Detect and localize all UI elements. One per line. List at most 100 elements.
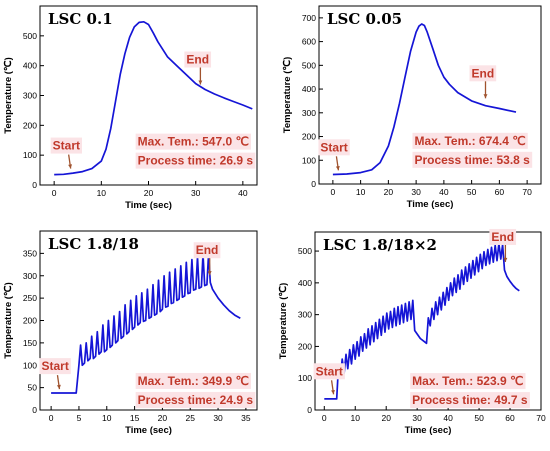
chart-panel-4: 0 10 20 30 40 50 60 70 0 100 200 300 400 500 Time (sec… [278, 228, 546, 436]
y-tick-label: 500 [298, 246, 312, 256]
y-axis-label: Temperature (℃) [3, 282, 14, 358]
end-annotation: End [184, 51, 212, 68]
x-tick-label: 50 [467, 187, 477, 197]
series-line [324, 242, 520, 400]
x-axis-label: Time (sec) [405, 425, 452, 436]
start-annotation-highlight [313, 363, 345, 380]
max-temperature-label-text: Max. Tem.: 349.9 ℃ [138, 374, 249, 388]
arrow-head [207, 271, 212, 276]
y-tick-label: 700 [302, 13, 316, 23]
arrow-head [483, 94, 488, 99]
start-annotation-text: Start [41, 359, 68, 373]
arrow-head [198, 80, 203, 85]
x-tick-label: 10 [351, 413, 361, 423]
x-axis-label: Time (sec) [407, 199, 454, 210]
start-annotation-text: Start [320, 140, 347, 154]
max-temperature-label: Max. Tem.: 349.9 ℃ [135, 372, 251, 389]
process-time-label-highlight [410, 392, 530, 409]
y-tick-label: 0 [307, 405, 312, 415]
x-tick-label: 0 [331, 187, 336, 197]
process-time-label-highlight [135, 152, 256, 169]
y-tick-label: 0 [311, 179, 316, 189]
end-annotation-text: End [186, 53, 209, 67]
x-tick-label: 15 [130, 413, 140, 423]
y-tick-label: 100 [302, 155, 316, 165]
end-annotation-highlight [469, 65, 497, 82]
process-time-label: Process time: 49.7 s [410, 392, 530, 409]
x-tick-label: 30 [191, 188, 201, 198]
x-axis-label: Time (sec) [125, 425, 172, 436]
x-tick-label: 20 [158, 413, 168, 423]
process-time-label: Process time: 53.8 s [412, 151, 533, 168]
x-tick-label: 35 [241, 413, 251, 423]
max-temperature-label: Max. Tem.: 547.0 ℃ [135, 133, 251, 150]
x-tick-label: 5 [77, 413, 82, 423]
x-tick-label: 20 [384, 187, 394, 197]
start-annotation-highlight [39, 358, 71, 375]
x-tick-label: 10 [97, 188, 107, 198]
arrow-head [331, 389, 335, 395]
y-tick-label: 50 [28, 383, 38, 393]
y-tick-label: 100 [23, 150, 37, 160]
y-tick-label: 400 [302, 84, 316, 94]
y-tick-label: 0 [32, 405, 37, 415]
start-annotation: Start [318, 139, 350, 156]
x-tick-label: 30 [412, 413, 422, 423]
x-tick-label: 50 [474, 413, 484, 423]
x-tick-label: 10 [356, 187, 366, 197]
max-temperature-label-text: Max. Tem.: 674.4 ℃ [414, 134, 525, 148]
y-tick-label: 150 [23, 338, 37, 348]
end-annotation-highlight [193, 242, 221, 259]
process-time-label: Process time: 26.9 s [135, 152, 256, 169]
y-tick-label: 250 [23, 293, 37, 303]
max-temperature-label-text: Max. Tem.: 523.9 ℃ [412, 374, 523, 388]
start-annotation: Start [50, 137, 83, 154]
plot-frame [314, 231, 542, 411]
x-tick-label: 40 [439, 187, 449, 197]
chart-panel-3: 0 5 10 15 20 25 30 35050100150200250300350Time … [3, 230, 258, 436]
y-tick-label: 300 [23, 271, 37, 281]
y-tick-label: 400 [23, 61, 37, 71]
y-axis-label: Temperature (℃) [278, 283, 289, 359]
y-tick-label: 300 [23, 91, 37, 101]
process-time-label-text: Process time: 24.9 s [138, 393, 254, 407]
arrow-head [68, 164, 73, 169]
y-tick-label: 100 [23, 360, 37, 370]
start-annotation-text: Start [316, 364, 343, 378]
y-tick-label: 300 [298, 310, 312, 320]
arrow-head [335, 166, 340, 171]
plot-frame [318, 5, 542, 185]
y-tick-label: 600 [302, 37, 316, 47]
max-temperature-label-highlight [412, 132, 528, 149]
max-temperature-label-text: Max. Tem.: 547.0 ℃ [138, 135, 249, 149]
process-time-label-text: Process time: 53.8 s [414, 153, 530, 167]
x-axis-label: Time (sec) [125, 200, 172, 211]
end-annotation: End [193, 242, 221, 259]
x-tick-label: 70 [522, 187, 532, 197]
x-tick-label: 70 [536, 413, 546, 423]
y-tick-label: 200 [298, 341, 312, 351]
x-tick-label: 60 [505, 413, 515, 423]
y-tick-label: 350 [23, 248, 37, 258]
arrow-head [503, 257, 508, 262]
x-tick-label: 60 [495, 187, 505, 197]
chart-title: LSC 0.05 [327, 10, 402, 28]
y-tick-label: 0 [32, 180, 37, 190]
max-temperature-label-highlight [410, 373, 526, 390]
chart-title: LSC 1.8/18×2 [323, 236, 437, 254]
x-tick-label: 40 [443, 413, 453, 423]
x-tick-label: 0 [52, 188, 57, 198]
end-annotation-highlight [184, 51, 212, 68]
end-annotation: End [489, 228, 517, 245]
max-temperature-label: Max. Tem.: 674.4 ℃ [412, 132, 528, 149]
x-tick-label: 0 [49, 413, 54, 423]
y-tick-label: 400 [298, 278, 312, 288]
chart-title: LSC 1.8/18 [48, 235, 139, 253]
y-tick-label: 500 [23, 31, 37, 41]
series-line [332, 23, 517, 176]
start-annotation-highlight [50, 137, 83, 154]
x-tick-label: 20 [144, 188, 154, 198]
chart-panel-2: 0 10 20 30 40 50 60 700100200300400500600700Tim… [282, 5, 542, 210]
end-annotation-text: End [472, 66, 495, 80]
